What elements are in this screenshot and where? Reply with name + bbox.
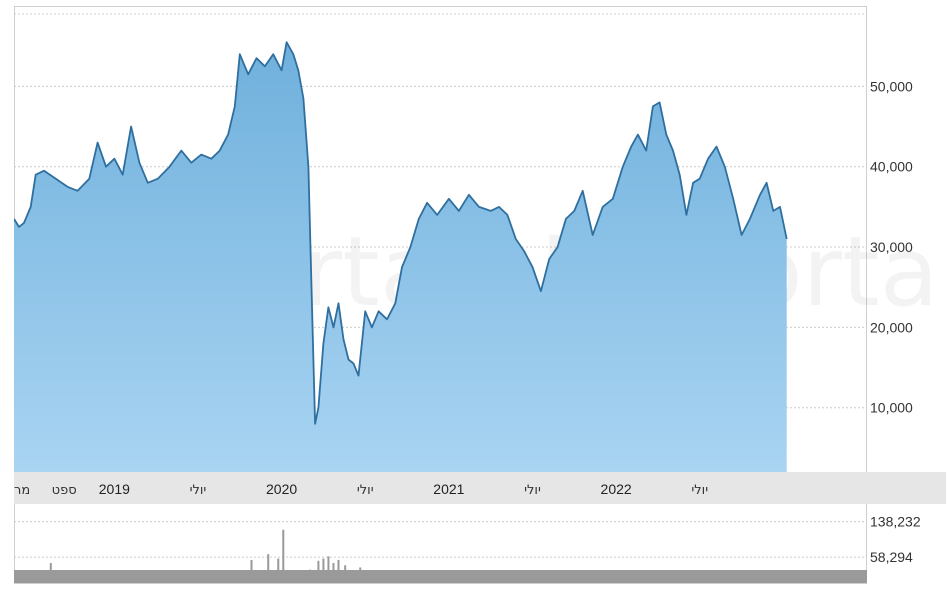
- volume-bar: [359, 567, 362, 583]
- volume-bar: [397, 576, 400, 583]
- x-tick-label: 2021: [433, 481, 464, 497]
- volume-bar: [322, 558, 325, 583]
- volume-bar: [717, 577, 720, 583]
- volume-bar: [337, 559, 340, 583]
- price-y-tick-label: 40,000: [870, 159, 913, 175]
- volume-bar: [290, 575, 293, 583]
- volume-bar: [200, 572, 203, 583]
- volume-bar: [688, 576, 691, 583]
- volume-bar: [250, 559, 253, 583]
- x-tick-label: ספט: [52, 483, 77, 498]
- volume-bar: [332, 563, 335, 583]
- x-axis-band: [14, 472, 946, 504]
- volume-bar: [645, 573, 648, 583]
- volume-bar: [309, 569, 312, 583]
- x-tick-label: יולי: [524, 483, 541, 498]
- volume-y-axis: 58,294 138,232: [870, 514, 921, 565]
- x-tick-label: 2019: [99, 481, 130, 497]
- volume-bar: [104, 576, 107, 583]
- price-y-tick-label: 50,000: [870, 78, 913, 94]
- volume-bar: [571, 576, 574, 583]
- volume-bar: [327, 556, 330, 583]
- volume-bar: [267, 554, 270, 583]
- price-area: [14, 42, 787, 472]
- volume-bar: [136, 577, 139, 583]
- volume-bar: [49, 563, 52, 583]
- volume-bar: [277, 558, 280, 583]
- volume-bar: [623, 575, 626, 583]
- price-y-tick-label: 10,000: [870, 400, 913, 416]
- volume-y-tick-label: 138,232: [870, 514, 921, 530]
- volume-bar: [536, 575, 539, 583]
- volume-bars: [49, 529, 782, 583]
- x-tick-label: יולי: [357, 483, 374, 498]
- volume-bar: [317, 560, 320, 583]
- price-y-axis: 10,000 20,000 30,000 40,000 50,000: [870, 78, 913, 415]
- volume-bar: [753, 576, 756, 583]
- volume-bar: [344, 565, 347, 583]
- x-tick-label: יולי: [691, 483, 708, 498]
- volume-bar: [434, 576, 437, 583]
- volume-bar: [503, 575, 506, 583]
- volume-bar: [166, 573, 169, 583]
- volume-grid: [14, 521, 867, 558]
- price-y-tick-label: 30,000: [870, 239, 913, 255]
- volume-bar: [118, 576, 121, 583]
- x-tick-label: יולי: [190, 483, 207, 498]
- volume-bar: [467, 577, 470, 583]
- volume-bar: [656, 574, 659, 583]
- volume-bar: [282, 529, 285, 583]
- price-y-tick-label: 20,000: [870, 319, 913, 335]
- x-tick-label: מר: [14, 483, 30, 498]
- volume-bar: [595, 577, 598, 583]
- price-line: [14, 41, 788, 425]
- x-axis: מר ספט 2019 יולי 2020 יולי 2021 יולי 2022 יולי: [14, 481, 708, 498]
- x-tick-label: 2020: [266, 481, 297, 497]
- volume-bar: [374, 574, 377, 583]
- volume-bar: [210, 574, 213, 583]
- x-tick-label: 2022: [601, 481, 632, 497]
- volume-base: [14, 570, 867, 583]
- volume-y-tick-label: 58,294: [870, 549, 913, 565]
- volume-bar: [779, 578, 782, 583]
